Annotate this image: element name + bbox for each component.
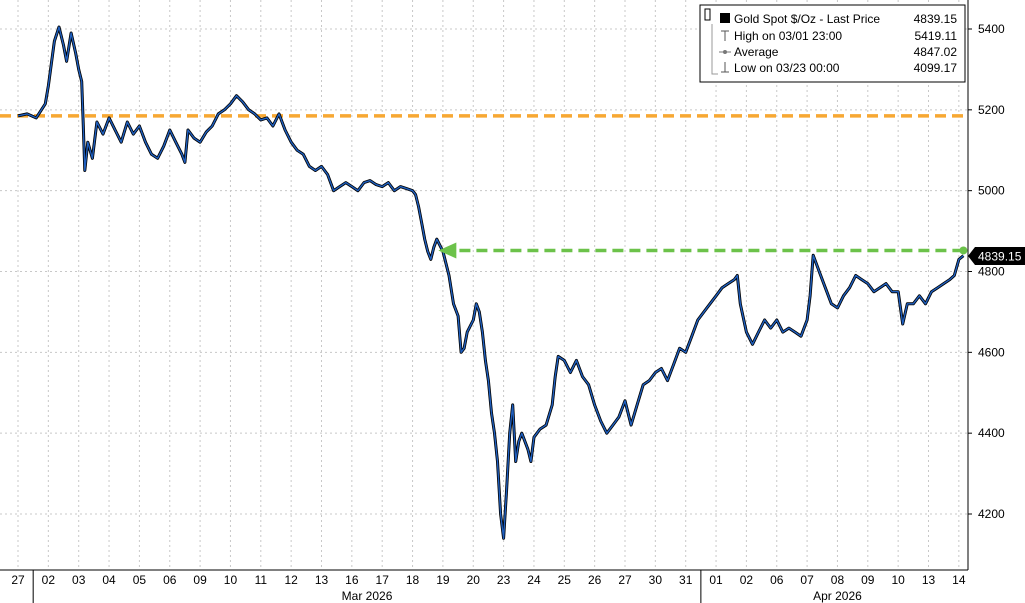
y-tick-label: 5200 <box>978 103 1005 117</box>
x-tick-label: 25 <box>558 573 572 587</box>
month-label: Apr 2026 <box>813 589 862 603</box>
legend-bracket <box>711 24 718 75</box>
x-tick-label: 05 <box>133 573 147 587</box>
x-tick-label: 13 <box>922 573 936 587</box>
last-price-tag-shape <box>968 247 1025 265</box>
legend-value: 5419.11 <box>915 29 958 43</box>
price-line <box>17 26 964 539</box>
legend-label: Gold Spot $/Oz - Last Price <box>734 12 880 26</box>
x-axis: 27 02 03 04 05 06 09 10 11 12 13 16 17 18 19 20 23 24 25 26… <box>0 569 968 603</box>
last-price-tag-label: 4839.15 <box>978 250 1022 264</box>
x-tick-label: 30 <box>649 573 663 587</box>
x-tick-label: 01 <box>709 573 723 587</box>
legend-row-average: Average 4847.02 <box>719 45 957 59</box>
black-square-icon <box>704 8 711 21</box>
y-tick-label: 4400 <box>978 426 1005 440</box>
x-tick-label: 24 <box>527 573 541 587</box>
gridlines <box>0 0 968 570</box>
legend-value: 4847.02 <box>914 45 958 59</box>
legend-label: Low on 03/23 00:00 <box>734 61 840 75</box>
legend-value: 4839.15 <box>914 12 958 26</box>
x-tick-label: 04 <box>102 573 116 587</box>
legend-value: 4099.17 <box>914 61 958 75</box>
x-tick-label: 10 <box>891 573 905 587</box>
x-tick-label: 06 <box>770 573 784 587</box>
x-tick-label: 08 <box>831 573 845 587</box>
x-tick-label: 27 <box>618 573 632 587</box>
x-tick-label: 27 <box>11 573 25 587</box>
x-tick-label: 02 <box>740 573 754 587</box>
x-tick-label: 20 <box>467 573 481 587</box>
arrow-head-icon <box>438 242 457 259</box>
last-price-tag: 4839.15 <box>968 247 1025 265</box>
x-tick-label: 14 <box>952 573 966 587</box>
legend-label: Average <box>734 45 779 59</box>
high-marker-icon <box>721 30 729 41</box>
y-axis: 5400 5200 5000 4800 4600 4400 4200 <box>967 0 1005 570</box>
x-tick-label: 19 <box>436 573 450 587</box>
resistance-arrow <box>438 242 968 259</box>
arrow-tail-dot <box>959 246 968 255</box>
x-tick-label: 06 <box>163 573 177 587</box>
black-square-fill-icon <box>720 13 730 23</box>
x-tick-label: 03 <box>72 573 86 587</box>
x-tick-label: 07 <box>800 573 814 587</box>
y-tick-label: 5000 <box>978 184 1005 198</box>
price-series <box>17 25 965 540</box>
legend-row-last-price: Gold Spot $/Oz - Last Price 4839.15 <box>704 8 958 26</box>
legend-row-low: Low on 03/23 00:00 4099.17 <box>711 24 958 75</box>
x-tick-label: 09 <box>861 573 875 587</box>
x-tick-label: 13 <box>315 573 329 587</box>
average-marker-dot <box>723 50 727 54</box>
x-tick-label: 26 <box>588 573 602 587</box>
x-tick-label: 17 <box>376 573 390 587</box>
x-tick-label: 10 <box>224 573 238 587</box>
x-tick-label: 11 <box>255 573 268 587</box>
legend-label: High on 03/01 23:00 <box>734 29 842 43</box>
x-tick-label: 02 <box>42 573 56 587</box>
x-tick-label: 16 <box>345 573 359 587</box>
x-tick-label: 23 <box>497 573 511 587</box>
legend: Gold Spot $/Oz - Last Price 4839.15 High… <box>699 4 966 83</box>
month-label: Mar 2026 <box>342 589 393 603</box>
x-tick-label: 09 <box>193 573 207 587</box>
low-marker-icon <box>721 62 729 73</box>
legend-row-high: High on 03/01 23:00 5419.11 <box>721 29 957 43</box>
y-tick-label: 4600 <box>978 345 1005 359</box>
y-tick-label: 4200 <box>978 507 1005 521</box>
x-tick-label: 31 <box>679 573 693 587</box>
x-tick-label: 12 <box>284 573 298 587</box>
x-tick-label: 18 <box>406 573 420 587</box>
y-tick-label: 4800 <box>978 265 1005 279</box>
y-tick-label: 5400 <box>978 22 1005 36</box>
legend-box <box>699 4 966 83</box>
